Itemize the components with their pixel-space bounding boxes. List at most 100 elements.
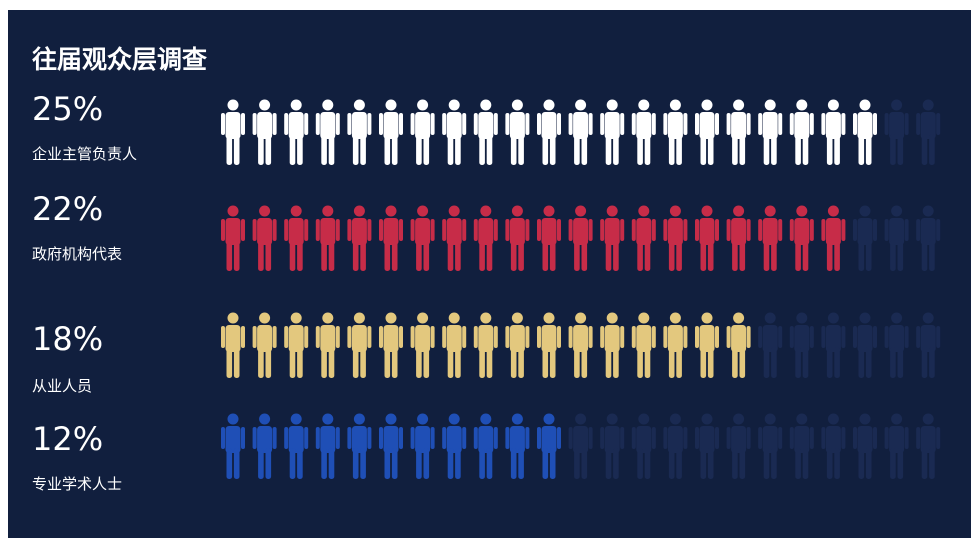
person-icon-filled (315, 205, 340, 271)
person-icon-filled (252, 413, 277, 479)
person-icon-filled (379, 413, 403, 479)
person-icon-filled (568, 205, 593, 271)
person-icon-empty (695, 413, 719, 479)
percent-label: 12% (32, 420, 104, 458)
category-label: 从业人员 (32, 377, 93, 395)
person-icon-filled (442, 99, 467, 165)
person-icon-filled (284, 205, 309, 271)
category-label: 企业主管负责人 (32, 145, 138, 163)
person-icon-filled (631, 99, 656, 165)
person-icon-filled (537, 312, 561, 378)
person-icon-empty (789, 312, 814, 378)
percent-label: 22% (32, 190, 104, 228)
percent-label: 18% (32, 320, 104, 358)
person-icon-filled (663, 205, 688, 271)
person-icon-filled (315, 99, 340, 165)
person-icon-filled (758, 205, 783, 271)
person-icon-filled (221, 205, 245, 271)
person-icon-empty (853, 205, 877, 271)
person-icon-filled (410, 413, 435, 479)
person-icon-empty (726, 413, 751, 479)
chart-title: 往届观众层调查 (32, 45, 208, 74)
person-icon-filled (347, 312, 372, 378)
person-icon-filled (600, 205, 625, 271)
person-icon-filled (505, 413, 530, 479)
person-icon-filled (284, 413, 309, 479)
person-icon-empty (884, 205, 909, 271)
person-icon-filled (315, 312, 340, 378)
category-label: 政府机构代表 (32, 245, 123, 263)
chart-panel: 往届观众层调查 25% 企业主管负责人 22% 政府机构代表 18% 从业人员 … (8, 10, 971, 538)
person-icon-filled (221, 413, 245, 479)
person-icon-filled (568, 99, 593, 165)
person-icon-filled (631, 205, 656, 271)
person-icon-filled (726, 312, 751, 378)
person-icon-empty (853, 312, 877, 378)
person-icon-filled (347, 205, 372, 271)
person-icon-filled (347, 413, 372, 479)
person-icon-filled (252, 99, 277, 165)
person-icon-filled (410, 312, 435, 378)
person-icon-filled (315, 413, 340, 479)
person-icon-empty (789, 413, 814, 479)
person-icon-filled (442, 312, 467, 378)
person-icon-filled (505, 99, 530, 165)
person-icon-filled (631, 312, 656, 378)
person-icon-filled (505, 312, 530, 378)
people-icons-row (221, 413, 941, 479)
person-icon-filled (221, 99, 245, 165)
person-icon-filled (789, 205, 814, 271)
person-icon-filled (284, 312, 309, 378)
person-icon-filled (853, 99, 877, 165)
person-icon-filled (284, 99, 309, 165)
person-icon-empty (916, 205, 941, 271)
person-icon-empty (568, 413, 593, 479)
person-icon-filled (695, 205, 719, 271)
person-icon-filled (695, 99, 719, 165)
row-practitioners: 18% 从业人员 (8, 312, 971, 410)
person-icon-filled (600, 312, 625, 378)
person-icon-empty (821, 312, 846, 378)
person-icon-empty (758, 413, 783, 479)
person-icon-filled (347, 99, 372, 165)
category-label: 专业学术人士 (32, 475, 123, 493)
person-icon-filled (473, 312, 498, 378)
people-icons-row (221, 205, 941, 271)
person-icon-filled (252, 205, 277, 271)
person-icon-empty (916, 312, 941, 378)
person-icon-filled (537, 205, 561, 271)
person-icon-empty (884, 312, 909, 378)
person-icon-filled (663, 99, 688, 165)
person-icon-filled (789, 99, 814, 165)
person-icon-filled (537, 413, 561, 479)
person-icon-filled (726, 99, 751, 165)
person-icon-filled (505, 205, 530, 271)
person-icon-filled (473, 99, 498, 165)
person-icon-filled (758, 99, 783, 165)
row-enterprise-managers: 25% 企业主管负责人 (8, 90, 971, 180)
person-icon-filled (442, 205, 467, 271)
percent-label: 25% (32, 90, 104, 128)
person-icon-filled (821, 99, 846, 165)
row-government-representatives: 22% 政府机构代表 (8, 190, 971, 280)
person-icon-filled (600, 99, 625, 165)
person-icon-empty (916, 99, 941, 165)
person-icon-filled (410, 205, 435, 271)
person-icon-filled (252, 312, 277, 378)
person-icon-filled (410, 99, 435, 165)
person-icon-empty (853, 413, 877, 479)
person-icon-filled (726, 205, 751, 271)
person-icon-empty (821, 413, 846, 479)
person-icon-filled (473, 413, 498, 479)
person-icon-filled (821, 205, 846, 271)
person-icon-filled (568, 312, 593, 378)
person-icon-filled (379, 205, 403, 271)
person-icon-filled (537, 99, 561, 165)
person-icon-filled (695, 312, 719, 378)
people-icons-row (221, 99, 941, 165)
person-icon-empty (916, 413, 941, 479)
person-icon-filled (379, 312, 403, 378)
person-icon-empty (631, 413, 656, 479)
person-icon-filled (473, 205, 498, 271)
person-icon-empty (600, 413, 625, 479)
